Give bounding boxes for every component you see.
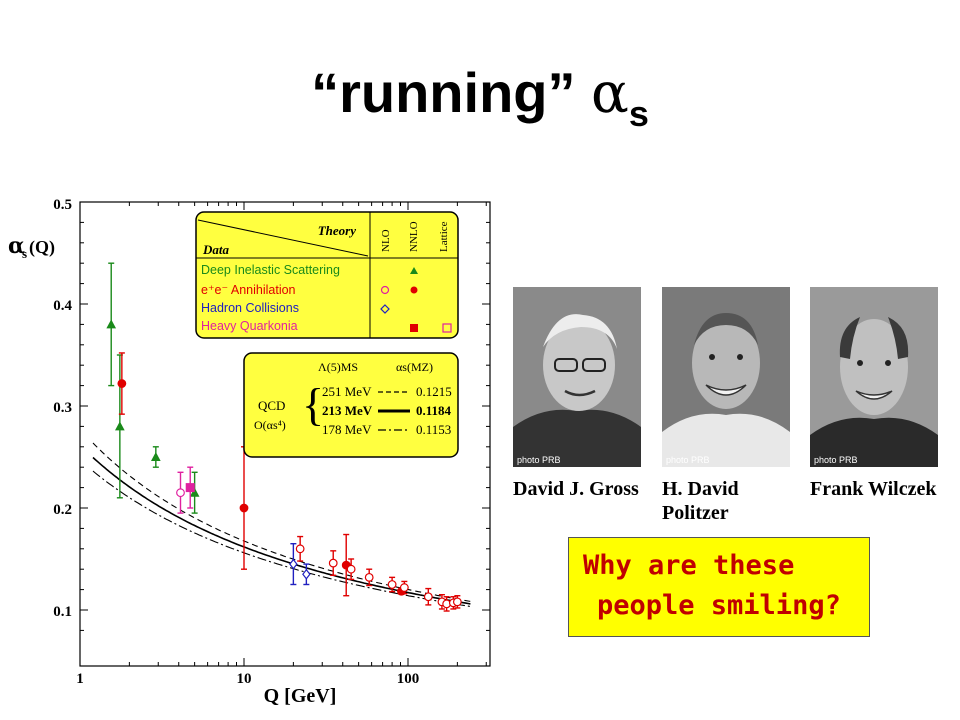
photo-credit: photo PRB — [814, 455, 858, 465]
legend-data-header: Data — [202, 242, 230, 257]
alpha-s-curve — [92, 442, 471, 602]
y-tick-label: 0.5 — [53, 197, 72, 213]
qcd-row-lambda: 251 MeV — [322, 384, 372, 399]
data-point — [189, 487, 200, 497]
slide-title: “running” αs — [0, 60, 960, 134]
data-point — [185, 483, 195, 493]
callout-line: Why are these — [583, 550, 795, 581]
legend-box — [195, 211, 459, 339]
legend-row-ee: e⁺e⁻ Annihilation — [201, 283, 296, 297]
qcd-header-lambda: Λ(5)MS — [318, 360, 358, 374]
callout-box: Why are these people smiling? — [568, 537, 870, 637]
qcd-row-alpha: 0.1215 — [416, 384, 452, 399]
legend-marker-ee-nnlo — [410, 286, 418, 294]
x-tick-label: 100 — [397, 671, 420, 687]
data-point — [452, 597, 462, 607]
legend-marker-quarkonia-nnlo — [410, 324, 418, 332]
qcd-brace: { — [302, 379, 324, 430]
curves — [92, 442, 471, 608]
photo-portrait: photo PRB — [662, 287, 790, 467]
x-axis-label: Q [GeV] — [264, 685, 337, 707]
ylabel-sub: s — [22, 246, 27, 261]
qcd-row-lambda: 213 MeV — [322, 403, 373, 418]
photo-credit: photo PRB — [517, 455, 561, 465]
data-point — [295, 544, 305, 554]
legend-col-lattice: Lattice — [438, 221, 450, 252]
axis-ticks — [79, 202, 490, 666]
title-subscript: s — [628, 93, 649, 134]
data-point — [150, 451, 161, 461]
data-points — [106, 262, 462, 612]
person-name: Frank Wilczek — [810, 477, 936, 501]
portrait-silhouette — [662, 287, 790, 467]
legend-diagonal — [197, 219, 369, 257]
alpha-s-curve — [92, 470, 471, 608]
qcd-order-label: O(αs⁴) — [254, 418, 286, 432]
person-name: David J. Gross — [513, 477, 639, 501]
person-name-line: H. David — [662, 478, 739, 500]
data-point — [423, 592, 433, 602]
qcd-label: QCD — [258, 398, 285, 413]
qcd-row-alpha: 0.1153 — [416, 422, 451, 437]
legend-marker-hadron-nlo — [380, 304, 390, 314]
person-name: H. David Politzer — [662, 477, 739, 525]
legend-row-quarkonia: Heavy Quarkonia — [201, 319, 298, 333]
data-point — [176, 488, 185, 498]
photo-portrait: photo PRB — [513, 287, 641, 467]
portrait-silhouette — [810, 287, 938, 467]
ylabel-rest: (Q) — [29, 237, 55, 258]
data-point — [289, 558, 298, 570]
data-point — [115, 421, 125, 431]
legend-row-hadron: Hadron Collisions — [201, 301, 299, 315]
legend-table: Theory Data NLO NNLO Lattice Deep Inelas… — [195, 211, 459, 339]
qcd-box-bg — [243, 352, 459, 458]
data-point — [364, 572, 374, 582]
legend-marker-quarkonia-lattice — [442, 323, 452, 333]
plot-frame — [79, 201, 491, 667]
data-point — [399, 583, 409, 592]
y-tick-label: 0.4 — [53, 298, 72, 314]
data-point — [117, 379, 127, 388]
qcd-row-alpha: 0.1184 — [416, 403, 452, 418]
y-tick-label: 0.3 — [53, 400, 72, 416]
legend-col-nlo: NLO — [380, 229, 392, 252]
legend-marker-dis-nnlo — [410, 267, 418, 274]
data-point — [346, 564, 356, 574]
photo-portrait: photo PRB — [810, 287, 938, 467]
title-text: “running” — [311, 61, 592, 124]
photo-credit: photo PRB — [666, 455, 710, 465]
person-name-line: Politzer — [662, 502, 729, 524]
alpha-s-chart: α s (Q) Q [GeV] 1 10 100 0.1 0.2 0.3 0.4… — [8, 197, 491, 707]
alpha-s-curve — [92, 456, 471, 605]
person-name-line: Frank Wilczek — [810, 478, 937, 500]
qcd-box: Λ(5)MS αs(MZ) QCD O(αs⁴) { 251 MeV 0.121… — [243, 352, 459, 458]
portrait-silhouette — [513, 287, 641, 467]
ylabel-alpha: α — [8, 233, 25, 259]
qcd-header-alpha: αs(MZ) — [396, 360, 433, 374]
data-point — [387, 580, 397, 589]
data-point — [328, 558, 338, 568]
title-alpha: α — [591, 61, 629, 126]
data-point — [302, 568, 311, 580]
legend-marker-ee-nlo — [380, 285, 390, 295]
y-tick-label: 0.2 — [53, 502, 72, 518]
y-tick-label: 0.1 — [53, 604, 72, 620]
legend-theory-header: Theory — [318, 223, 357, 238]
data-point — [239, 503, 249, 513]
x-tick-label: 1 — [76, 671, 84, 687]
legend-row-dis: Deep Inelastic Scattering — [201, 263, 340, 277]
x-tick-label: 10 — [237, 671, 252, 687]
callout-line: people smiling? — [597, 590, 841, 621]
person-name-line: David J. Gross — [513, 478, 639, 500]
data-point — [106, 319, 117, 329]
qcd-row-lambda: 178 MeV — [322, 422, 372, 437]
legend-col-nnlo: NNLO — [408, 221, 420, 252]
